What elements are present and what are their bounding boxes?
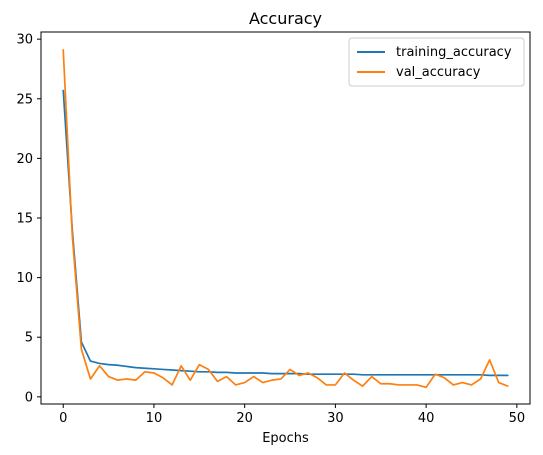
x-tick-label: 30 <box>327 411 344 426</box>
y-tick-label: 20 <box>16 152 33 167</box>
y-tick-label: 5 <box>25 331 33 346</box>
y-tick-label: 30 <box>16 33 33 48</box>
x-tick-label: 50 <box>509 411 526 426</box>
y-tick-label: 25 <box>16 92 33 107</box>
axes: 0 10 20 30 40 50 0 5 10 15 20 25 30 <box>16 33 525 426</box>
x-tick-label: 0 <box>59 411 67 426</box>
legend-label-val: val_accuracy <box>396 65 481 80</box>
legend: training_accuracy val_accuracy <box>348 37 525 87</box>
val-accuracy-line <box>62 49 509 389</box>
x-tick-label: 40 <box>418 411 435 426</box>
x-tick-label: 20 <box>236 411 253 426</box>
y-tick-label: 0 <box>25 390 33 405</box>
plot-area <box>62 49 509 389</box>
x-axis-label: Epochs <box>262 431 309 446</box>
chart-title: Accuracy <box>249 9 322 28</box>
y-tick-label: 10 <box>16 271 33 286</box>
x-tick-label: 10 <box>146 411 163 426</box>
legend-label-training: training_accuracy <box>396 45 512 60</box>
plot-frame <box>40 31 531 405</box>
y-tick-label: 15 <box>16 212 33 227</box>
legend-box <box>348 37 525 87</box>
